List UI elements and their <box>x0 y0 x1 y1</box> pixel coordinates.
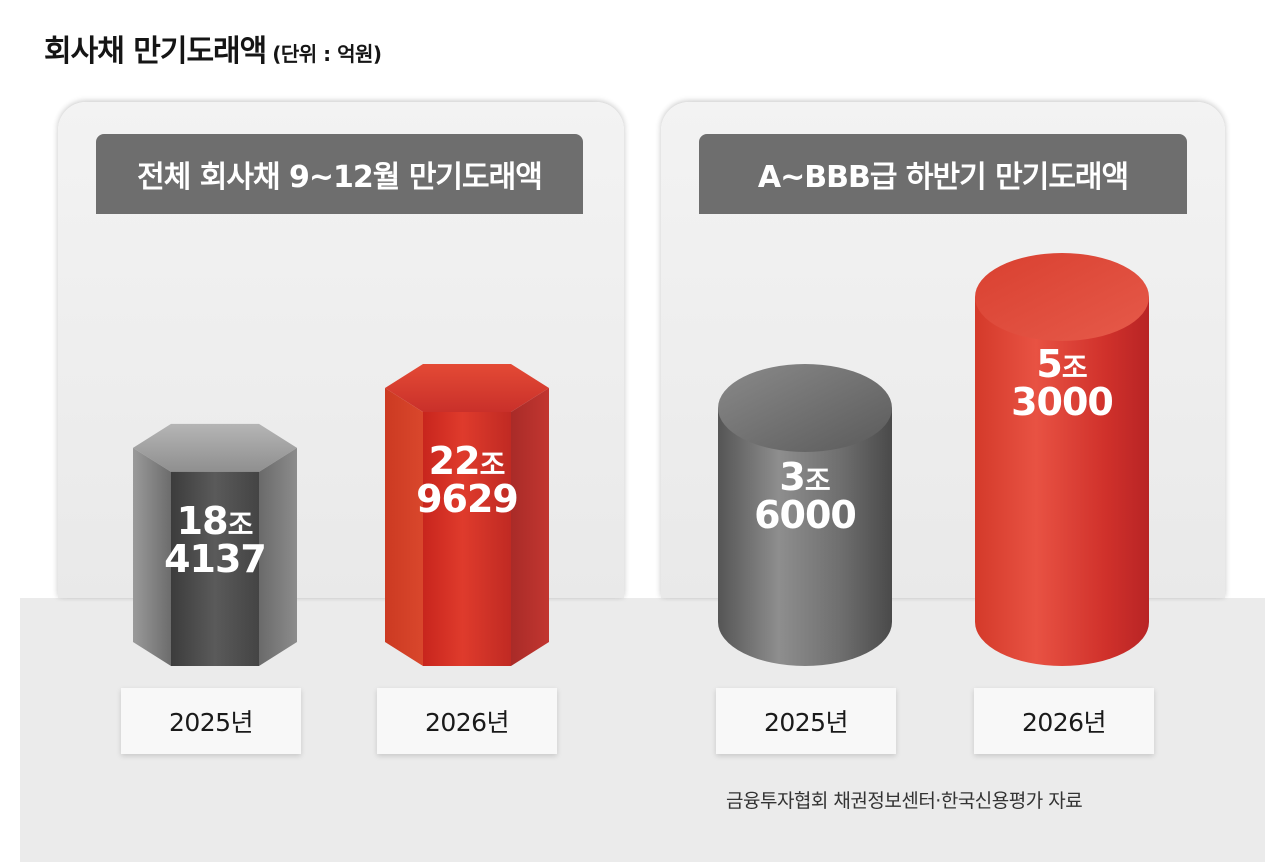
bar-top <box>133 423 297 472</box>
bar-side <box>511 388 549 666</box>
bar <box>423 412 511 666</box>
data-label: 22조 9629 <box>416 439 518 521</box>
bar-top <box>385 364 549 412</box>
bar-side <box>133 447 171 666</box>
data-label: 3조 6000 <box>754 455 856 537</box>
source-note: 금융투자협회 채권정보센터·한국신용평가 자료 <box>726 790 1083 812</box>
bar <box>975 297 1149 666</box>
category-label: 2025년 <box>121 688 301 754</box>
bar-top <box>975 253 1149 341</box>
bar <box>171 471 259 666</box>
category-label: 2026년 <box>974 688 1154 754</box>
left-panel-title: 전체 회사채 9~12월 만기도래액 <box>96 134 583 214</box>
category-label: 2026년 <box>377 688 557 754</box>
bar-side <box>385 388 423 666</box>
right-panel-title: A~BBB급 하반기 만기도래액 <box>699 134 1187 214</box>
data-label: 5조 3000 <box>1011 342 1113 424</box>
category-label: 2025년 <box>716 688 896 754</box>
data-label: 18조 4137 <box>164 499 266 581</box>
unit-label: (단위 : 억원) <box>272 42 382 66</box>
bar <box>718 408 892 666</box>
chart-title: 회사채 만기도래액 (단위 : 억원) <box>44 34 382 69</box>
bar-side <box>259 447 297 666</box>
bar-top <box>718 364 892 452</box>
